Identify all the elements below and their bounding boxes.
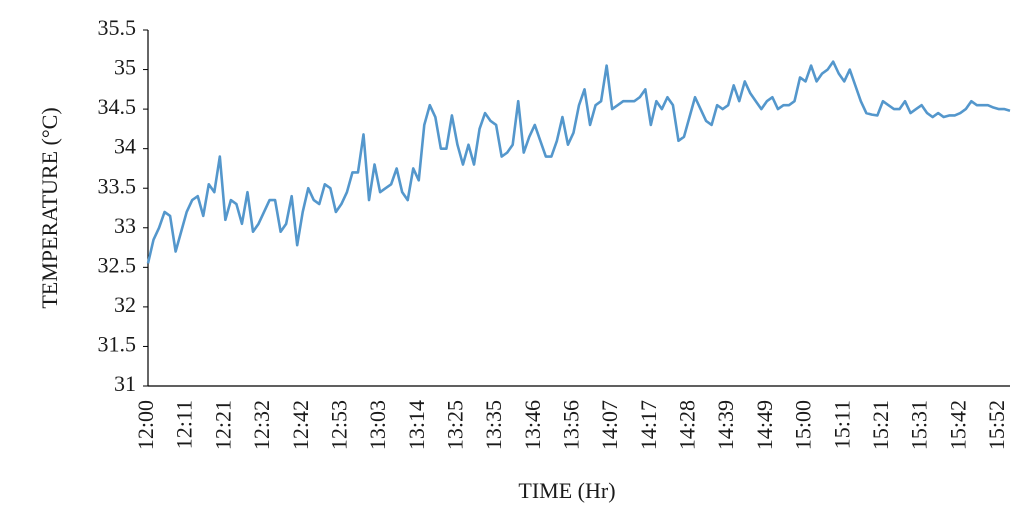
x-tick-label: 12:00 (133, 400, 158, 450)
x-tick-label: 12:11 (172, 400, 197, 449)
y-tick-label: 32.5 (98, 252, 137, 277)
x-tick-label: 13:14 (404, 400, 429, 450)
x-tick-label: 13:56 (559, 400, 584, 450)
x-tick-label: 12:32 (249, 400, 274, 450)
x-tick-label: 12:21 (210, 400, 235, 450)
x-tick-label: 12:53 (326, 400, 351, 450)
x-tick-label: 13:25 (442, 400, 467, 450)
y-tick-label: 34 (114, 134, 136, 159)
x-axis-title: TIME (Hr) (518, 478, 615, 503)
x-tick-label: 13:03 (365, 400, 390, 450)
y-tick-label: 35.5 (98, 15, 137, 40)
x-tick-label: 15:42 (945, 400, 970, 450)
x-tick-label: 15:00 (791, 400, 816, 450)
x-tick-label: 14:28 (675, 400, 700, 450)
x-tick-label: 14:07 (597, 400, 622, 450)
x-tick-label: 15:11 (829, 400, 854, 449)
y-tick-label: 35 (114, 55, 136, 80)
x-tick-label: 14:39 (713, 400, 738, 450)
x-tick-label: 15:52 (984, 400, 1009, 450)
x-tick-label: 15:21 (868, 400, 893, 450)
x-tick-label: 13:35 (481, 400, 506, 450)
y-tick-label: 31 (114, 371, 136, 396)
line-series (146, 60, 1011, 264)
y-tick-label: 33.5 (98, 173, 137, 198)
x-tick-label: 14:17 (636, 400, 661, 450)
y-tick-label: 33 (114, 213, 136, 238)
x-tick-label: 15:31 (907, 400, 932, 450)
y-tick-label: 31.5 (98, 331, 137, 356)
x-tick-label: 12:42 (288, 400, 313, 450)
x-tick-label: 13:46 (520, 400, 545, 450)
x-tick-label: 14:49 (752, 400, 777, 450)
y-tick-label: 32 (114, 292, 136, 317)
y-axis-title: TEMPERATURE (°C) (37, 107, 62, 308)
y-tick-label: 34.5 (98, 94, 137, 119)
